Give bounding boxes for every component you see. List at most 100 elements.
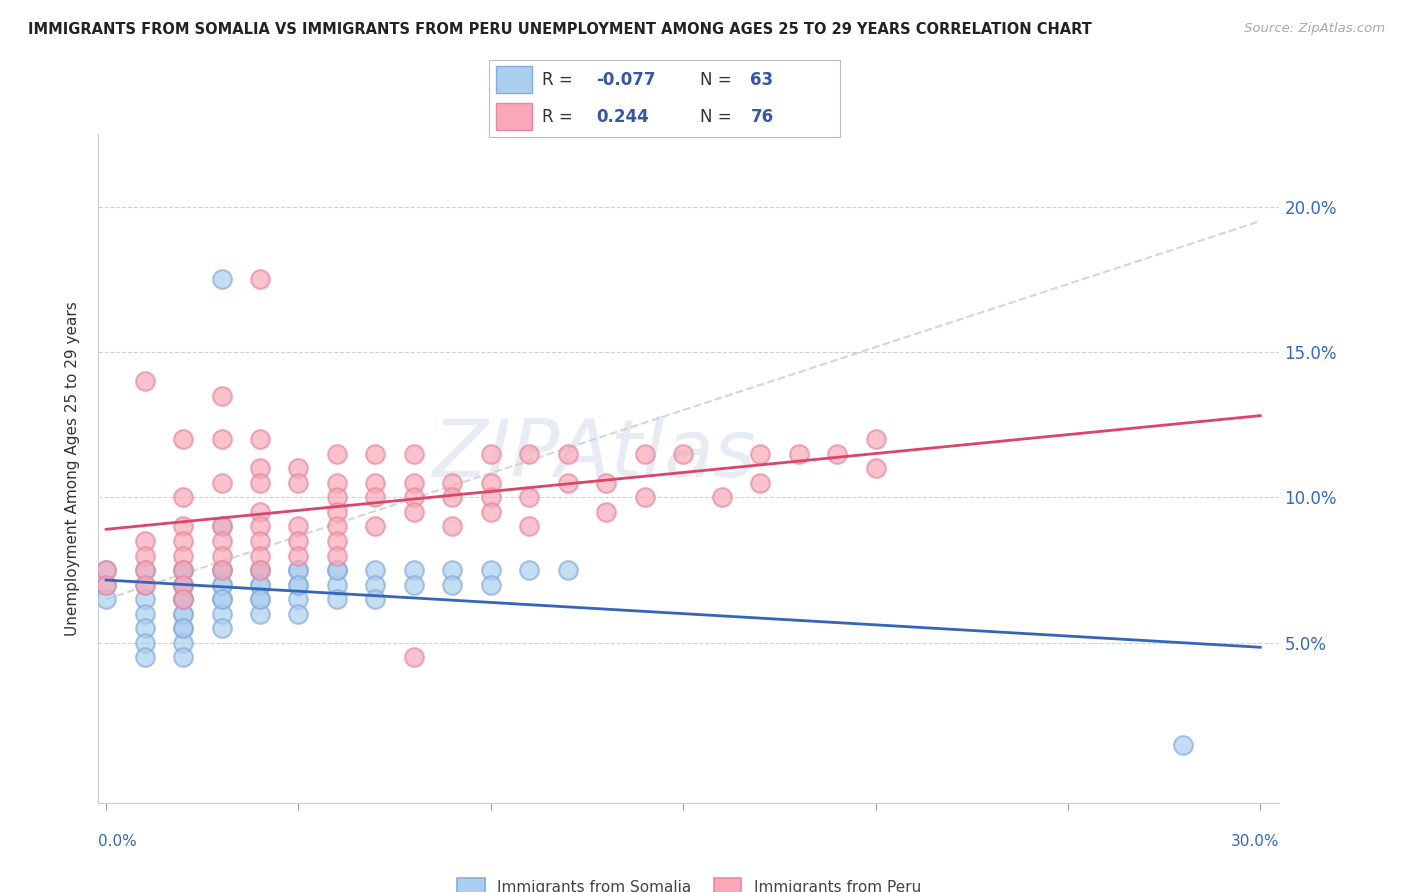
Point [402,650,425,665]
Point [134,534,156,549]
Point [249,505,271,519]
Point [710,491,733,505]
Point [865,461,887,475]
Point [211,272,233,286]
Point [249,534,271,549]
Point [134,563,156,577]
Point [211,592,233,607]
Point [94,577,117,591]
Text: IMMIGRANTS FROM SOMALIA VS IMMIGRANTS FROM PERU UNEMPLOYMENT AMONG AGES 25 TO 29: IMMIGRANTS FROM SOMALIA VS IMMIGRANTS FR… [28,22,1092,37]
Point [326,592,349,607]
Point [326,577,349,591]
Point [211,388,233,402]
Point [326,491,349,505]
Point [172,650,194,665]
Text: R =: R = [543,108,578,126]
Point [249,475,271,490]
Point [249,607,271,621]
Point [749,475,772,490]
Point [172,636,194,650]
Point [364,563,387,577]
Point [326,447,349,461]
Point [479,577,502,591]
Point [557,563,579,577]
Point [479,505,502,519]
Point [172,563,194,577]
Point [211,549,233,563]
Text: -0.077: -0.077 [596,70,655,88]
Point [825,447,848,461]
Point [517,491,540,505]
Point [865,432,887,446]
Point [479,475,502,490]
Point [364,447,387,461]
Text: R =: R = [543,70,578,88]
Point [326,519,349,533]
Point [287,592,309,607]
Point [94,563,117,577]
Point [134,621,156,635]
Point [364,519,387,533]
Point [172,491,194,505]
Point [441,577,464,591]
Point [326,505,349,519]
Point [172,432,194,446]
Point [134,577,156,591]
Text: 0.244: 0.244 [596,108,650,126]
Point [402,447,425,461]
Point [634,447,657,461]
Point [172,577,194,591]
Point [402,475,425,490]
Point [287,563,309,577]
Point [94,563,117,577]
Point [287,475,309,490]
Text: Source: ZipAtlas.com: Source: ZipAtlas.com [1244,22,1385,36]
Point [249,577,271,591]
Point [249,563,271,577]
Point [172,621,194,635]
Point [441,563,464,577]
Point [517,447,540,461]
Point [172,563,194,577]
Point [287,577,309,591]
Point [94,577,117,591]
Point [211,519,233,533]
Text: ZIPAtlas: ZIPAtlas [433,416,756,494]
Point [787,447,810,461]
Text: N =: N = [700,70,737,88]
Point [1173,738,1195,752]
Point [211,577,233,591]
Point [557,475,579,490]
Point [134,577,156,591]
Point [287,577,309,591]
Point [172,534,194,549]
Point [249,592,271,607]
Point [249,519,271,533]
Point [172,563,194,577]
Point [134,650,156,665]
Legend: Immigrants from Somalia, Immigrants from Peru: Immigrants from Somalia, Immigrants from… [451,872,927,892]
Point [211,577,233,591]
Point [402,505,425,519]
Point [287,549,309,563]
Point [479,447,502,461]
Point [595,505,617,519]
Point [211,563,233,577]
Point [441,491,464,505]
Point [326,563,349,577]
Point [172,549,194,563]
Point [134,607,156,621]
Text: 76: 76 [751,108,773,126]
Point [211,519,233,533]
Point [172,621,194,635]
Point [287,461,309,475]
Point [94,592,117,607]
Point [172,607,194,621]
Point [326,534,349,549]
FancyBboxPatch shape [489,60,839,136]
Point [211,534,233,549]
Point [402,563,425,577]
Point [134,563,156,577]
Point [595,475,617,490]
Point [211,432,233,446]
